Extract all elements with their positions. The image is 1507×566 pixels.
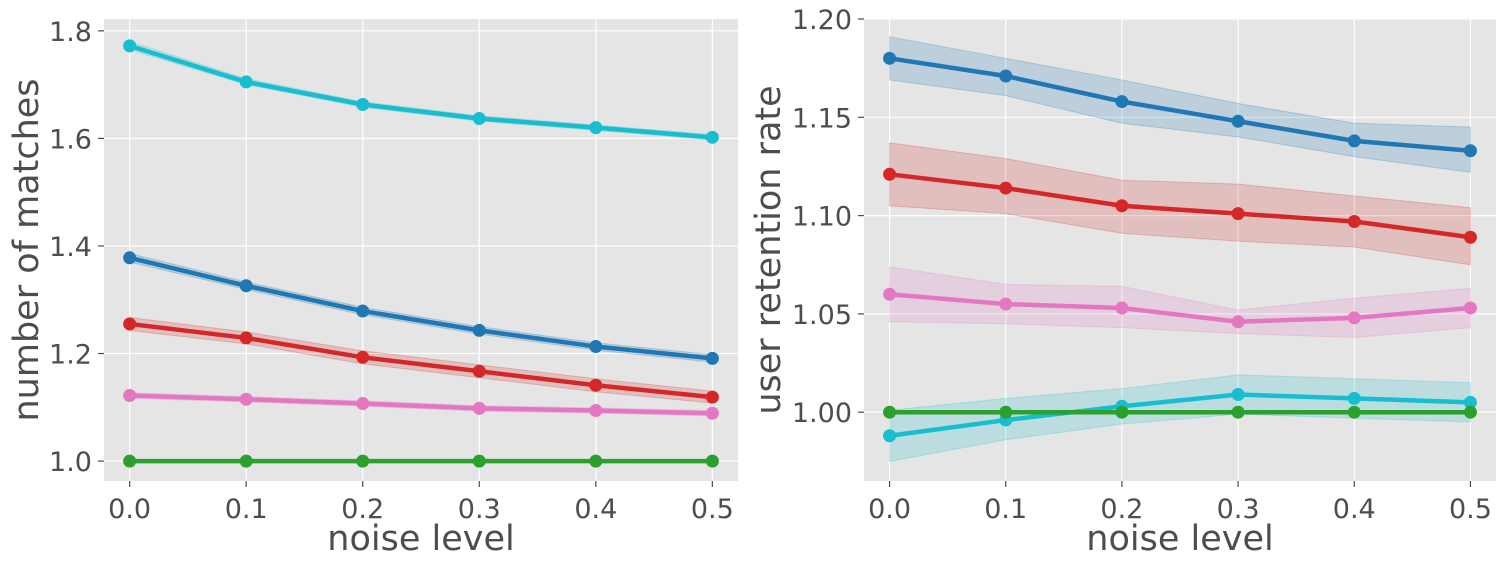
data-point-cyan	[123, 39, 137, 53]
y-tick-label: 1.8	[49, 17, 92, 48]
data-point-green	[356, 454, 370, 468]
x-tick-label: 0.0	[868, 494, 911, 525]
data-point-red	[472, 364, 486, 378]
data-point-red	[999, 181, 1013, 195]
data-point-pink	[472, 401, 486, 415]
data-point-blue	[589, 340, 603, 354]
chart-user-retention-rate: 0.0 0.1 0.2 0.3 0.4 0.5 1.00 1.05 1.10 1.15 1.20 n…	[749, 5, 1496, 559]
y-tick-label: 1.6	[49, 124, 92, 155]
data-point-pink	[883, 287, 897, 301]
series-line-cyan	[887, 392, 1473, 439]
data-point-red	[239, 331, 253, 345]
data-point-red	[1347, 214, 1361, 228]
series-line-red	[127, 321, 715, 400]
x-tick-label: 0.1	[984, 494, 1027, 525]
data-point-blue	[1463, 144, 1477, 158]
series-line-blue	[887, 56, 1473, 153]
y-tick-label: 1.10	[792, 202, 852, 233]
data-point-green	[1115, 405, 1129, 419]
y-tick-label: 1.4	[49, 232, 92, 263]
data-point-green	[883, 405, 897, 419]
ci-band-blue	[889, 36, 1471, 173]
data-point-red	[883, 167, 897, 181]
x-tick-label: 0.2	[341, 494, 384, 525]
data-point-red	[1231, 207, 1245, 221]
x-tick-label: 0.4	[1333, 494, 1376, 525]
data-point-green	[123, 454, 137, 468]
data-point-green	[705, 454, 719, 468]
data-point-red	[356, 350, 370, 364]
x-tick-label: 0.4	[574, 494, 617, 525]
data-point-blue	[999, 69, 1013, 83]
chart-number-of-matches: 0.0 0.1 0.2 0.3 0.4 0.5 1.0 1.2 1.4 1.6 1.8 noise …	[7, 17, 738, 559]
y-tick-label: 1.05	[792, 300, 852, 331]
series-line-red	[887, 172, 1473, 240]
y-axis-label: user retention rate	[749, 85, 789, 414]
data-point-cyan	[356, 98, 370, 112]
series-line-pink	[127, 393, 715, 416]
axes-background	[864, 19, 1496, 481]
data-point-pink	[239, 392, 253, 406]
data-point-green	[1347, 405, 1361, 419]
data-point-green	[1231, 405, 1245, 419]
y-axis-label: number of matches	[7, 78, 47, 421]
data-point-blue	[1231, 114, 1245, 128]
y-tick-label: 1.00	[792, 398, 852, 429]
data-point-pink	[1463, 301, 1477, 315]
data-point-pink	[123, 388, 137, 402]
data-point-pink	[589, 404, 603, 418]
data-point-cyan	[883, 429, 897, 443]
data-point-blue	[123, 251, 137, 265]
data-point-blue	[705, 351, 719, 365]
data-point-red	[1463, 230, 1477, 244]
ci-band-red	[889, 142, 1471, 266]
series-line-blue	[127, 255, 715, 361]
data-point-blue	[356, 304, 370, 318]
data-point-pink	[1115, 301, 1129, 315]
data-point-cyan	[239, 75, 253, 89]
data-point-cyan	[1231, 387, 1245, 401]
x-axis-label: noise level	[327, 519, 514, 559]
data-point-green	[239, 454, 253, 468]
data-point-blue	[883, 51, 897, 65]
data-point-green	[589, 454, 603, 468]
data-point-red	[123, 317, 137, 331]
data-point-green	[472, 454, 486, 468]
data-point-pink	[1347, 311, 1361, 325]
data-point-pink	[999, 297, 1013, 311]
data-point-red	[1115, 199, 1129, 213]
y-tick-label: 1.20	[792, 5, 852, 36]
data-point-pink	[356, 397, 370, 411]
data-point-green	[1463, 405, 1477, 419]
data-point-blue	[239, 279, 253, 293]
data-point-blue	[1115, 95, 1129, 109]
x-tick-label: 0.0	[108, 494, 151, 525]
data-point-cyan	[1463, 395, 1477, 409]
series-line-cyan	[127, 43, 715, 140]
y-tick-label: 1.2	[49, 340, 92, 371]
x-tick-label: 0.3	[458, 494, 501, 525]
data-point-cyan	[705, 130, 719, 144]
data-point-red	[705, 390, 719, 404]
data-point-cyan	[589, 121, 603, 135]
x-tick-label: 0.1	[225, 494, 268, 525]
data-point-blue	[472, 323, 486, 337]
data-point-red	[589, 378, 603, 392]
y-tick-label: 1.0	[49, 447, 92, 478]
data-point-green	[999, 405, 1013, 419]
x-axis-label: noise level	[1086, 519, 1273, 559]
data-point-pink	[705, 406, 719, 420]
x-tick-label: 0.5	[691, 494, 734, 525]
x-tick-label: 0.2	[1100, 494, 1143, 525]
y-tick-label: 1.15	[792, 103, 852, 134]
data-point-cyan	[472, 111, 486, 125]
x-tick-label: 0.5	[1449, 494, 1492, 525]
data-point-cyan	[1347, 391, 1361, 405]
data-point-blue	[1347, 134, 1361, 148]
series-line-pink	[887, 291, 1473, 325]
x-tick-label: 0.3	[1217, 494, 1260, 525]
data-point-pink	[1231, 315, 1245, 329]
